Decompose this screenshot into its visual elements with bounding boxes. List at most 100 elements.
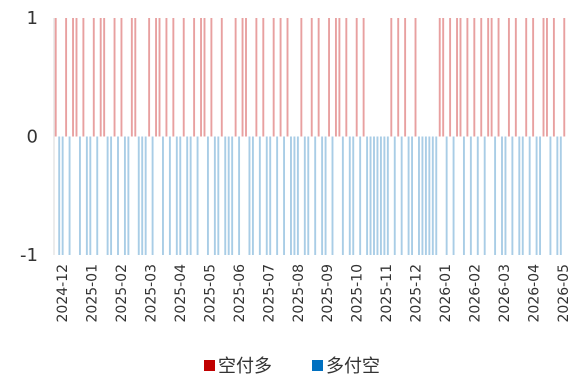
bar-long-pay-short — [162, 137, 164, 256]
bar-long-pay-short — [539, 137, 541, 256]
legend-label: 空付多 — [218, 356, 272, 377]
bar-long-pay-short — [511, 137, 513, 256]
y-tick-label: 0 — [27, 127, 38, 148]
bar-long-pay-short — [359, 137, 361, 256]
bar-short-pay-long — [280, 18, 282, 137]
bar-short-pay-long — [546, 18, 548, 137]
x-axis-ticks: 2024-12 2025-01 2025-02 2025-03 2025-04 2025-… — [55, 264, 572, 323]
bar-short-pay-long — [200, 18, 202, 137]
bar-long-pay-short — [197, 137, 199, 256]
bar-short-pay-long — [328, 18, 330, 137]
bar-long-pay-short — [518, 137, 520, 256]
bar-long-pay-short — [463, 137, 465, 256]
bar-short-pay-long — [442, 18, 444, 137]
bar-short-pay-long — [460, 18, 462, 137]
bar-long-pay-short — [138, 137, 140, 256]
bar-long-pay-short — [269, 137, 271, 256]
bar-short-pay-long — [210, 18, 212, 137]
bar-long-pay-short — [314, 137, 316, 256]
bar-long-pay-short — [349, 137, 351, 256]
bar-long-pay-short — [494, 137, 496, 256]
bar-long-pay-short — [425, 137, 427, 256]
bar-short-pay-long — [491, 18, 493, 137]
bar-short-pay-long — [473, 18, 475, 137]
bar-long-pay-short — [484, 137, 486, 256]
bar-long-pay-short — [560, 137, 562, 256]
bar-short-pay-long — [221, 18, 223, 137]
bar-long-pay-short — [556, 137, 558, 256]
x-tick-label: 2026-03 — [497, 264, 513, 323]
bar-long-pay-short — [266, 137, 268, 256]
bar-short-pay-long — [55, 18, 57, 137]
bar-long-pay-short — [352, 137, 354, 256]
bar-short-pay-long — [159, 18, 161, 137]
bar-short-pay-long — [449, 18, 451, 137]
bar-long-pay-short — [238, 137, 240, 256]
bar-long-pay-short — [89, 137, 91, 256]
bar-long-pay-short — [283, 137, 285, 256]
bar-short-pay-long — [466, 18, 468, 137]
bar-short-pay-long — [121, 18, 123, 137]
bar-short-pay-long — [165, 18, 167, 137]
bar-long-pay-short — [408, 137, 410, 256]
bar-long-pay-short — [145, 137, 147, 256]
bar-long-pay-short — [169, 137, 171, 256]
bar-short-pay-long — [553, 18, 555, 137]
bar-short-pay-long — [93, 18, 95, 137]
legend-label: 多付空 — [326, 356, 380, 377]
bar-short-pay-long — [273, 18, 275, 137]
x-tick-label: 2025-05 — [202, 264, 218, 323]
bar-long-pay-short — [387, 137, 389, 256]
x-tick-label: 2026-04 — [527, 264, 543, 323]
bar-short-pay-long — [204, 18, 206, 137]
legend-swatch — [204, 360, 215, 371]
bar-long-pay-short — [477, 137, 479, 256]
bar-long-pay-short — [435, 137, 437, 256]
bar-long-pay-short — [453, 137, 455, 256]
bar-short-pay-long — [525, 18, 527, 137]
bar-long-pay-short — [117, 137, 119, 256]
x-tick-label: 2026-01 — [438, 264, 454, 323]
bar-long-pay-short — [536, 137, 538, 256]
bar-short-pay-long — [193, 18, 195, 137]
legend-item: 多付空 — [312, 356, 380, 377]
y-tick-label: 1 — [27, 8, 38, 29]
bar-short-pay-long — [82, 18, 84, 137]
bar-short-pay-long — [242, 18, 244, 137]
y-tick-label: -1 — [20, 245, 38, 266]
bar-long-pay-short — [231, 137, 233, 256]
x-tick-label: 2025-03 — [143, 264, 159, 323]
bar-long-pay-short — [124, 137, 126, 256]
bar-short-pay-long — [114, 18, 116, 137]
x-tick-label: 2025-04 — [173, 264, 189, 323]
bar-short-pay-long — [335, 18, 337, 137]
x-tick-label: 2025-01 — [85, 264, 101, 323]
x-tick-label: 2025-11 — [379, 264, 395, 323]
legend-item: 空付多 — [204, 356, 272, 377]
bar-long-pay-short — [401, 137, 403, 256]
bar-long-pay-short — [377, 137, 379, 256]
y-axis-ticks: 1 0 -1 — [20, 8, 38, 266]
bar-long-pay-short — [432, 137, 434, 256]
bar-short-pay-long — [487, 18, 489, 137]
bar-long-pay-short — [332, 137, 334, 256]
bar-long-pay-short — [207, 137, 209, 256]
bar-long-pay-short — [522, 137, 524, 256]
bar-long-pay-short — [370, 137, 372, 256]
bar-long-pay-short — [418, 137, 420, 256]
bar-short-pay-long — [363, 18, 365, 137]
bar-long-pay-short — [152, 137, 154, 256]
bar-long-pay-short — [373, 137, 375, 256]
bar-long-pay-short — [428, 137, 430, 256]
bar-long-pay-short — [259, 137, 261, 256]
bar-short-pay-long — [356, 18, 358, 137]
bar-short-pay-long — [262, 18, 264, 137]
bar-long-pay-short — [69, 137, 71, 256]
bar-short-pay-long — [415, 18, 417, 137]
bars-layer — [55, 18, 565, 255]
bar-long-pay-short — [293, 137, 295, 256]
bar-short-pay-long — [439, 18, 441, 137]
bar-short-pay-long — [338, 18, 340, 137]
